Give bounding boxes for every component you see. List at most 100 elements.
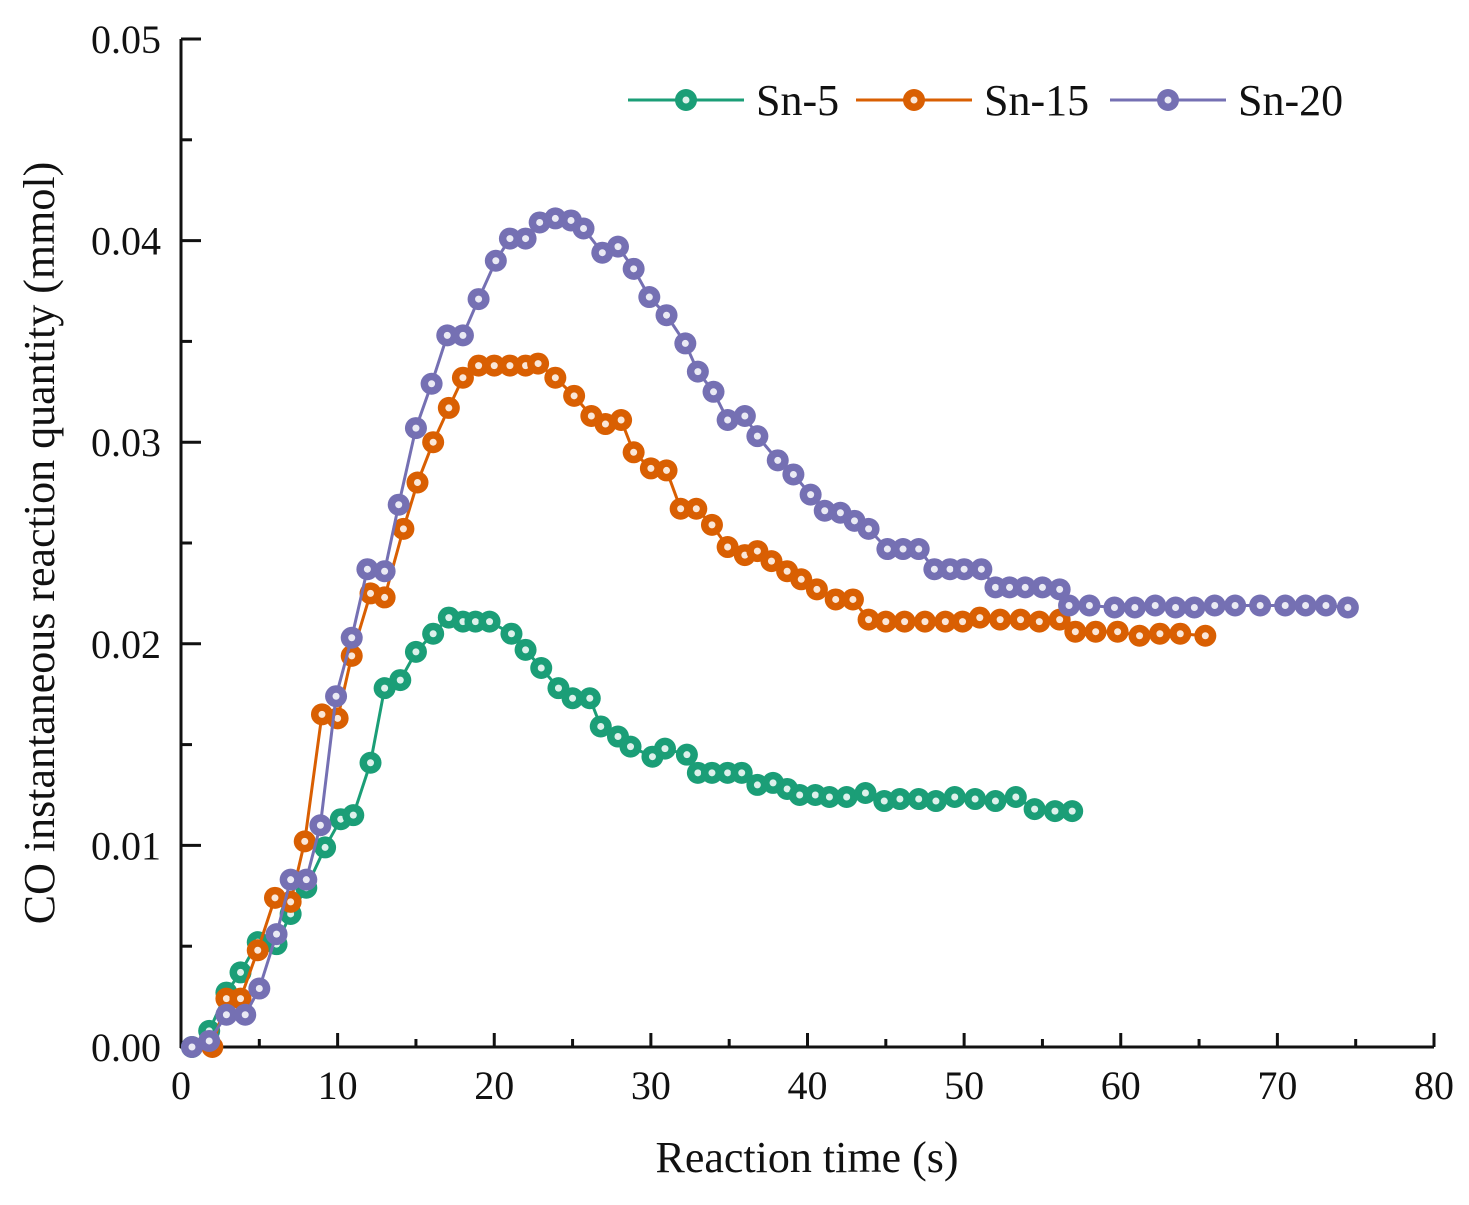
data-point (1009, 608, 1032, 631)
data-point (1274, 594, 1297, 617)
marker-highlight (753, 781, 761, 789)
data-point (924, 790, 947, 813)
data-point (498, 354, 521, 377)
series-sn-20 (180, 207, 1359, 1058)
marker-highlight (865, 616, 873, 624)
data-point (436, 324, 459, 347)
data-point (342, 804, 365, 827)
data-point (1164, 596, 1187, 619)
data-point (638, 286, 661, 309)
marker-highlight (205, 1037, 213, 1045)
marker-highlight (813, 585, 821, 593)
marker-highlight (663, 311, 671, 319)
marker-highlight (490, 362, 498, 370)
marker-highlight (348, 652, 356, 660)
data-point (1194, 624, 1217, 647)
marker-highlight (976, 614, 984, 622)
marker-highlight (570, 392, 578, 400)
data-point (1028, 610, 1051, 633)
marker-highlight (429, 630, 437, 638)
y-tick-label: 0.02 (91, 622, 161, 667)
marker-highlight (428, 380, 436, 388)
marker-highlight (865, 525, 873, 533)
data-point (700, 761, 723, 784)
legend-label: Sn-20 (1238, 76, 1343, 125)
data-point (1128, 624, 1151, 647)
x-tick-label: 50 (944, 1063, 984, 1108)
y-tick-label: 0.01 (91, 823, 161, 868)
axes: 0 10 20 30 40 50 60 70 80 0.00 0.01 0.02 0.03 0.04 0.0… (91, 17, 1454, 1108)
marker-highlight (459, 374, 467, 382)
data-point (622, 441, 645, 464)
marker-highlight (492, 257, 500, 265)
x-tick-label: 70 (1257, 1063, 1297, 1108)
marker-highlight (617, 416, 625, 424)
data-point (790, 568, 813, 591)
data-point (686, 360, 709, 383)
marker-highlight (367, 759, 375, 767)
data-point (514, 227, 537, 250)
marker-highlight (222, 1011, 230, 1019)
data-point (733, 404, 756, 427)
marker-highlight (821, 507, 829, 515)
marker-highlight (1164, 96, 1172, 104)
marker-highlight (1344, 604, 1352, 612)
marker-highlight (507, 630, 515, 638)
marker-highlight (332, 692, 340, 700)
marker-highlight (412, 424, 420, 432)
marker-highlight (241, 1011, 249, 1019)
series-sn-15 (201, 352, 1217, 1058)
data-point (857, 608, 880, 631)
marker-highlight (825, 793, 833, 801)
data-point (422, 431, 445, 454)
marker-highlight (910, 96, 918, 104)
data-point (1249, 594, 1272, 617)
marker-highlight (551, 214, 559, 222)
data-point (943, 786, 966, 809)
data-point (893, 610, 916, 633)
marker-highlight (445, 404, 453, 412)
marker-highlight (222, 995, 230, 1003)
marker-highlight (597, 722, 605, 730)
data-point (622, 257, 645, 280)
data-point (964, 788, 987, 811)
marker-highlight (741, 412, 749, 420)
data-point (389, 669, 412, 692)
marker-highlight (301, 837, 309, 845)
series-line (210, 361, 1206, 1048)
marker-highlight (789, 470, 797, 478)
data-point (824, 588, 847, 611)
marker-highlight (627, 743, 635, 751)
x-tick-label: 20 (474, 1063, 514, 1108)
data-point (530, 656, 553, 679)
marker-highlight (797, 575, 805, 583)
marker-highlight (1151, 601, 1159, 609)
data-point (989, 608, 1012, 631)
marker-highlight (287, 876, 295, 884)
marker-highlight (1068, 807, 1076, 815)
data-point (325, 685, 348, 708)
data-point (180, 1036, 203, 1058)
marker-highlight (915, 795, 923, 803)
data-point (498, 227, 521, 250)
marker-highlight (381, 593, 389, 601)
marker-highlight (1231, 601, 1239, 609)
data-point (619, 735, 642, 758)
data-point (478, 610, 501, 633)
data-point (835, 786, 858, 809)
marker-highlight (537, 664, 545, 672)
marker-highlight (769, 779, 777, 787)
data-point (1031, 576, 1054, 599)
series-sn-5 (180, 606, 1084, 1058)
marker-highlight (567, 216, 575, 224)
data-point (998, 576, 1021, 599)
data-point (669, 497, 692, 520)
marker-highlight (551, 374, 559, 382)
data-point (500, 622, 523, 645)
marker-highlight (683, 751, 691, 759)
marker-highlight (901, 618, 909, 626)
marker-highlight (254, 946, 262, 954)
marker-highlight (661, 745, 669, 753)
marker-highlight (710, 388, 718, 396)
